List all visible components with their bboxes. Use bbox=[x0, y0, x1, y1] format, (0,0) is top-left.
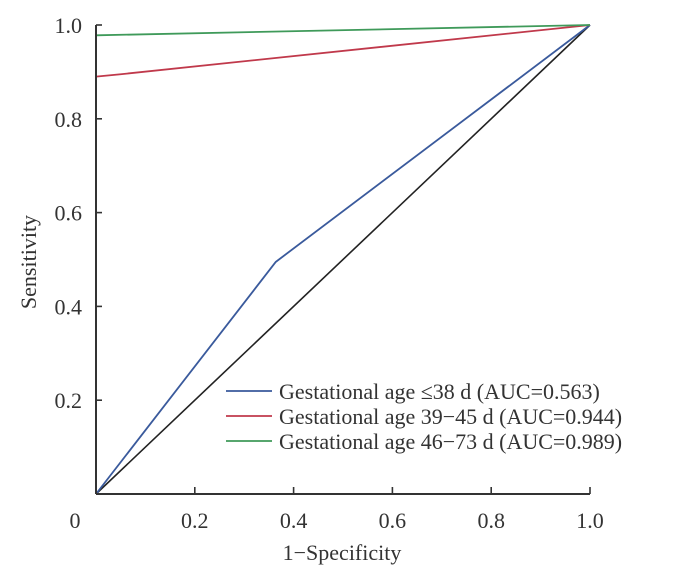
legend-item: Gestational age 39−45 d (AUC=0.944) bbox=[226, 404, 622, 429]
x-tick-label: 0.2 bbox=[181, 508, 209, 533]
x-axis-title: 1−Specificity bbox=[283, 540, 402, 565]
x-axis-ticks: 0 0.2 0.4 0.6 0.8 1.0 bbox=[70, 487, 604, 533]
plot-lines bbox=[95, 24, 591, 495]
y-axis-ticks: 0.2 0.4 0.6 0.8 1.0 bbox=[55, 13, 102, 413]
x-tick-label: 0.8 bbox=[477, 508, 505, 533]
legend: Gestational age ≤38 d (AUC=0.563)Gestati… bbox=[226, 379, 622, 454]
reference-diagonal-line bbox=[95, 24, 591, 495]
legend-label: Gestational age 39−45 d (AUC=0.944) bbox=[279, 404, 622, 429]
y-tick-label: 0.4 bbox=[55, 294, 83, 319]
x-tick-label: 0.6 bbox=[379, 508, 407, 533]
legend-label: Gestational age 46−73 d (AUC=0.989) bbox=[279, 429, 622, 454]
x-tick-label: 1.0 bbox=[576, 508, 604, 533]
series-line-3 bbox=[95, 24, 591, 37]
legend-item: Gestational age ≤38 d (AUC=0.563) bbox=[226, 379, 600, 404]
legend-label: Gestational age ≤38 d (AUC=0.563) bbox=[279, 379, 600, 404]
y-tick-label: 0.8 bbox=[55, 107, 83, 132]
y-axis-title: Sensitivity bbox=[16, 215, 41, 309]
y-tick-label: 1.0 bbox=[55, 13, 83, 38]
x-tick-label: 0 bbox=[70, 508, 81, 533]
x-tick-label: 0.4 bbox=[280, 508, 308, 533]
y-tick-label: 0.6 bbox=[55, 201, 83, 226]
series-line-2 bbox=[95, 24, 591, 78]
axes bbox=[95, 25, 590, 495]
series-line-1 bbox=[95, 24, 591, 495]
y-tick-label: 0.2 bbox=[55, 388, 83, 413]
legend-item: Gestational age 46−73 d (AUC=0.989) bbox=[226, 429, 622, 454]
